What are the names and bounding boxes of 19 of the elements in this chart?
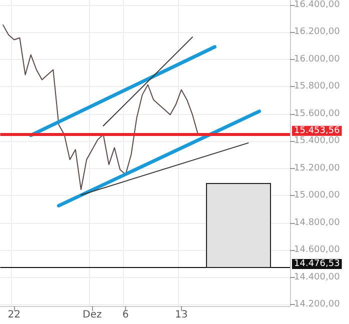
line-series <box>2 24 199 190</box>
x-tick-label: 22 <box>8 310 21 320</box>
y-tick-label: 16.200,00 <box>294 27 340 38</box>
y-tick-label: 15.200,00 <box>294 163 340 174</box>
x-tick-label: 13 <box>174 310 188 320</box>
y-tick-label: 16.400,00 <box>294 0 340 10</box>
y-tick-label: 14.200,00 <box>294 300 340 310</box>
y-tick-label: 14.400,00 <box>294 272 340 282</box>
y-tick-label: 15.000,00 <box>294 190 340 201</box>
ref-line-label: 14.476,53 <box>294 258 340 269</box>
y-tick-label: 14.800,00 <box>294 218 340 228</box>
ref-line-label: 15.453,56 <box>294 126 340 136</box>
y-tick-label: 16.000,00 <box>294 54 340 64</box>
y-tick-label: 15.600,00 <box>294 108 340 119</box>
x-tick-label: Dez <box>82 310 102 320</box>
y-tick-label: 15.400,00 <box>294 136 340 146</box>
y-tick-label: 15.800,00 <box>294 82 340 92</box>
x-tick-label: 6 <box>122 310 129 320</box>
y-tick-label: 14.600,00 <box>294 245 340 256</box>
